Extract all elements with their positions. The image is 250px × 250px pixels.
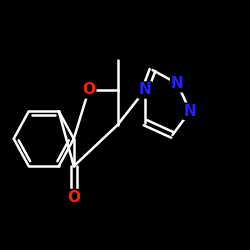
Text: N: N: [138, 82, 151, 98]
Text: N: N: [171, 76, 184, 91]
Text: O: O: [82, 82, 95, 98]
Text: N: N: [184, 104, 196, 119]
Text: O: O: [67, 190, 80, 205]
